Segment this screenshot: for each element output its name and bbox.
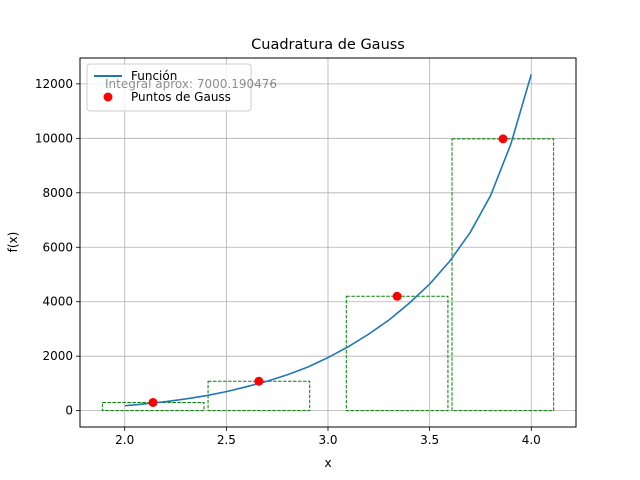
x-axis-ticks: 2.0 2.5 3.0 3.5 4.0	[115, 427, 541, 447]
gauss-point	[254, 376, 264, 386]
gauss-point	[498, 134, 508, 144]
legend-box	[86, 63, 252, 112]
x-tick-label: 3.5	[420, 433, 439, 447]
y-tick-label: 12000	[35, 77, 73, 91]
function-line-layer	[124, 74, 533, 407]
grid	[80, 58, 576, 427]
legend-point-swatch	[103, 92, 113, 102]
integral-annotation: Integral aprox: 7000.190476	[105, 77, 277, 91]
legend-entry-puntos: Puntos de Gauss	[131, 90, 231, 104]
gauss-point	[392, 291, 402, 301]
y-axis-ticks: 0 2000 4000 6000 8000 10000 12000	[35, 77, 80, 418]
y-tick-label: 10000	[35, 131, 73, 145]
x-tick-label: 2.0	[115, 433, 134, 447]
chart-title: Cuadratura de Gauss	[251, 37, 405, 53]
x-tick-label: 3.0	[318, 433, 337, 447]
gauss-point	[148, 397, 158, 407]
y-tick-label: 2000	[42, 349, 73, 363]
x-axis-label: x	[324, 456, 331, 470]
y-tick-label: 8000	[42, 186, 73, 200]
function-line	[124, 74, 533, 407]
y-tick-label: 0	[65, 404, 73, 418]
y-tick-label: 4000	[42, 295, 73, 309]
x-tick-label: 4.0	[522, 433, 541, 447]
y-axis-label: f(x)	[6, 232, 20, 253]
x-tick-label: 2.5	[217, 433, 236, 447]
legend: Función Puntos de Gauss	[86, 63, 252, 112]
legend-entry-funcion: Función	[131, 69, 177, 83]
y-tick-label: 6000	[42, 240, 73, 254]
gauss-points-layer	[148, 134, 508, 407]
